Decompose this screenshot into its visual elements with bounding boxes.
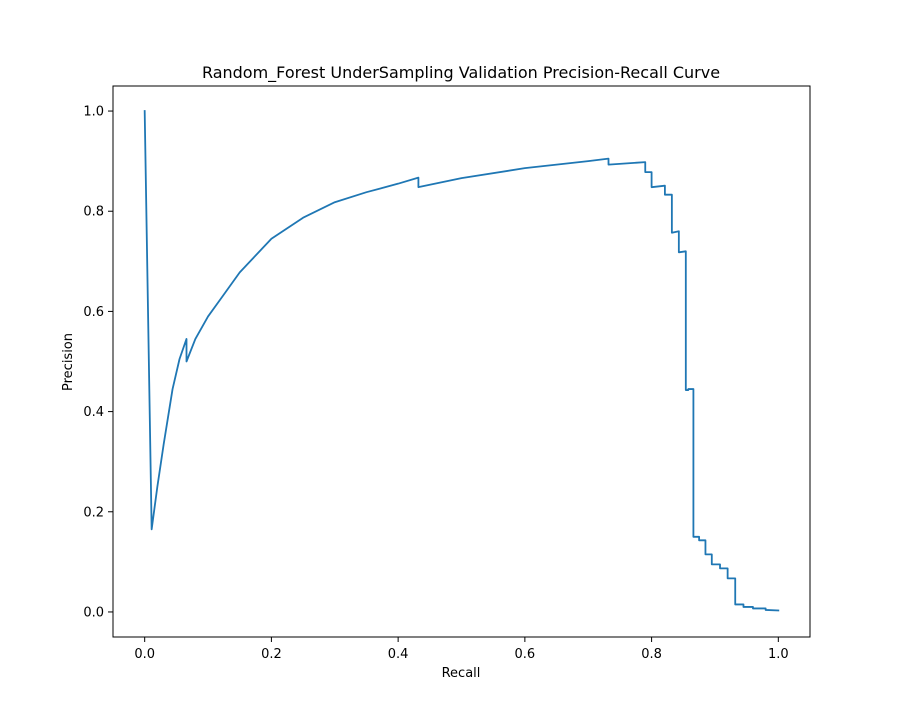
x-tick-label: 0.8 [641, 647, 662, 662]
x-tick-label: 0.2 [261, 647, 282, 662]
x-tick-label: 0.6 [515, 647, 536, 662]
plot-area [112, 85, 811, 638]
x-axis-label: Recall [442, 666, 481, 681]
y-tick-label: 0.8 [83, 205, 104, 220]
y-tick-label: 0.6 [83, 305, 104, 320]
y-tick-label: 0.0 [83, 605, 104, 620]
x-tick-label: 0.4 [388, 647, 409, 662]
chart-title: Random_Forest UnderSampling Validation P… [202, 63, 720, 83]
y-tick-label: 0.2 [83, 505, 104, 520]
y-axis-label: Precision [61, 333, 76, 391]
x-axis-ticks: 0.0 0.2 0.4 0.6 0.8 1.0 [134, 637, 789, 662]
y-tick-label: 1.0 [83, 105, 104, 120]
y-tick-label: 0.4 [83, 405, 104, 420]
x-tick-label: 0.0 [134, 647, 155, 662]
series-line-0 [143, 110, 780, 612]
plot-frame [112, 85, 811, 638]
x-tick-label: 1.0 [768, 647, 789, 662]
y-axis-ticks: 0.0 0.2 0.4 0.6 0.8 1.0 [83, 105, 113, 620]
